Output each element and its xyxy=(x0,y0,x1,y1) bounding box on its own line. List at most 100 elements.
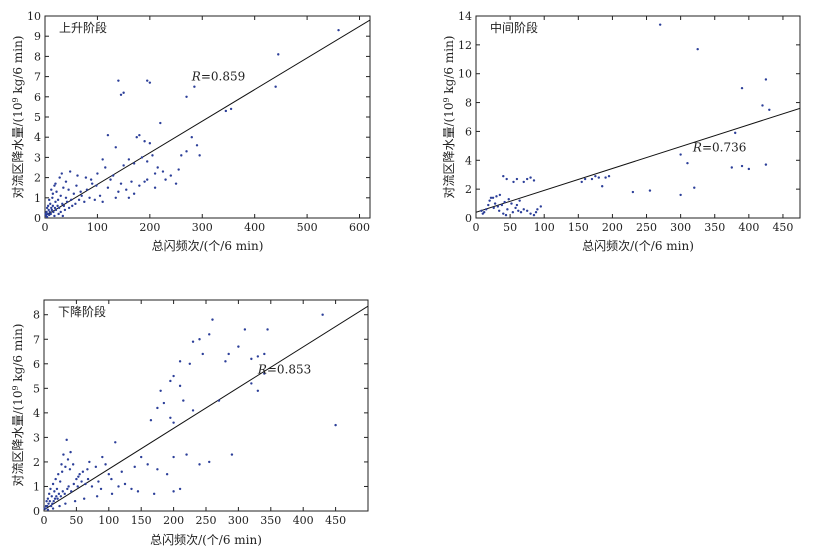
data-point xyxy=(83,200,86,204)
data-point xyxy=(522,208,525,211)
data-point xyxy=(658,23,662,26)
data-point xyxy=(84,482,87,486)
data-point xyxy=(227,352,230,356)
data-point xyxy=(153,186,157,189)
x-tick-label: 500 xyxy=(297,221,318,234)
data-point xyxy=(146,79,149,82)
y-tick-label: 6 xyxy=(33,358,40,371)
data-point xyxy=(90,182,94,185)
data-point xyxy=(492,206,495,210)
plot-frame xyxy=(475,15,801,219)
x-tick-label: 300 xyxy=(192,221,213,234)
data-point xyxy=(55,495,58,498)
data-point xyxy=(64,502,67,505)
data-point xyxy=(764,163,768,166)
y-tick-label: 2 xyxy=(33,456,40,469)
y-axis-title: 对流区降水量/(109 kg/6 min) xyxy=(11,36,26,199)
x-tick-label: 300 xyxy=(670,221,691,234)
data-point xyxy=(164,178,167,181)
data-point xyxy=(93,198,96,202)
data-point xyxy=(740,86,744,90)
data-point xyxy=(195,144,199,147)
data-point xyxy=(73,499,77,503)
chart-panel-3: 0 50 100 150 200 250 300 350 400 450 0 1 2 3 4 5 6 7 8 下降阶段… xyxy=(11,299,369,547)
data-point xyxy=(153,172,157,175)
data-point xyxy=(140,455,143,459)
x-axis-title: 总闪频次/(个/6 min) xyxy=(582,239,694,253)
data-point xyxy=(185,453,188,456)
chart-panel-2: 0 50 100 150 200 250 300 350 400 450 0 2 4 6 8 10 12 14 中间… xyxy=(442,10,801,253)
data-point xyxy=(56,198,60,202)
data-point xyxy=(57,492,61,496)
x-tick-label: 100 xyxy=(87,221,108,234)
data-point xyxy=(747,167,751,171)
data-point xyxy=(138,184,141,187)
x-tick-label: 0 xyxy=(41,514,48,527)
data-point xyxy=(174,182,178,185)
data-point xyxy=(57,472,60,476)
data-point xyxy=(64,180,68,183)
y-tick-label: 6 xyxy=(465,125,472,138)
y-tick-label: 1 xyxy=(33,480,40,493)
data-point xyxy=(57,206,61,210)
data-point xyxy=(485,208,488,211)
data-point xyxy=(266,328,269,331)
data-point xyxy=(46,204,50,208)
data-point xyxy=(159,389,162,392)
y-axis-title-unit: kg/6 min) xyxy=(442,36,456,98)
data-point xyxy=(686,161,689,165)
data-point xyxy=(117,190,120,193)
data-point xyxy=(44,212,47,216)
data-point xyxy=(50,188,53,191)
y-axis-title-unit: kg/6 min) xyxy=(11,324,25,386)
y-tick-label: 4 xyxy=(33,407,40,420)
data-point xyxy=(525,177,529,181)
data-point xyxy=(70,490,73,493)
data-point xyxy=(55,487,59,491)
data-point xyxy=(54,182,57,185)
data-point xyxy=(510,202,513,205)
data-point xyxy=(594,174,597,178)
data-point xyxy=(61,490,64,493)
scatter-points xyxy=(480,23,771,217)
data-point xyxy=(53,184,56,187)
data-point xyxy=(122,164,125,167)
data-point xyxy=(109,178,112,181)
data-point xyxy=(519,211,523,214)
y-axis-title-main: 对流区降水量/(10 xyxy=(442,102,456,198)
data-point xyxy=(60,470,64,473)
data-point xyxy=(734,131,737,135)
y-tick-label: 5 xyxy=(34,111,41,124)
data-point xyxy=(51,507,55,510)
data-point xyxy=(277,53,280,56)
data-point xyxy=(480,209,483,212)
data-point xyxy=(51,482,55,486)
data-point xyxy=(57,212,60,216)
x-tick-label: 400 xyxy=(738,221,759,234)
data-point xyxy=(178,384,182,388)
data-point xyxy=(230,453,234,456)
data-point xyxy=(50,206,53,210)
data-point xyxy=(172,421,175,424)
correlation-value: =0.859 xyxy=(201,70,245,84)
y-tick-label: 0 xyxy=(33,505,40,518)
data-point xyxy=(496,205,500,208)
y-tick-label: 5 xyxy=(33,382,40,395)
data-point xyxy=(693,186,696,189)
data-point xyxy=(67,485,70,488)
data-point xyxy=(172,455,175,459)
data-point xyxy=(740,164,744,168)
panel-title: 下降阶段 xyxy=(58,304,106,319)
data-point xyxy=(45,210,48,214)
data-point xyxy=(110,492,114,496)
data-point xyxy=(151,154,154,157)
data-point xyxy=(580,180,583,184)
data-point xyxy=(71,463,75,466)
correlation-symbol: R xyxy=(257,363,267,377)
data-point xyxy=(58,176,61,179)
data-point xyxy=(86,468,89,471)
y-tick-label: 6 xyxy=(34,91,41,104)
data-point xyxy=(47,198,51,202)
correlation-value: =0.853 xyxy=(267,363,311,377)
data-point xyxy=(96,172,99,175)
